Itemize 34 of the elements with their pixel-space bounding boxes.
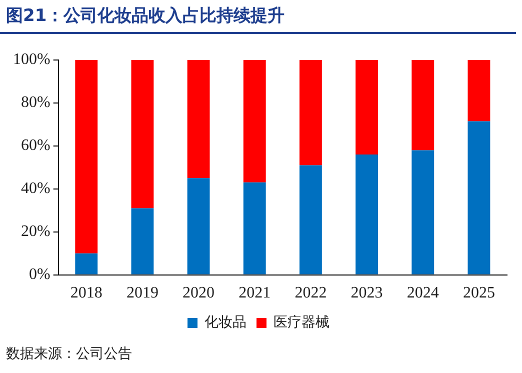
bar: [356, 60, 378, 155]
y-tick-label: 100%: [13, 51, 50, 68]
bar: [243, 182, 266, 274]
bar: [468, 60, 490, 122]
y-tick-label: 80%: [21, 94, 50, 112]
bar: [75, 253, 98, 274]
bar: [412, 150, 434, 274]
x-tick-label: 2023: [350, 284, 383, 302]
bar: [131, 208, 154, 274]
x-tick-label: 2018: [70, 284, 102, 302]
y-tick-label: 60%: [21, 137, 50, 154]
bar: [468, 121, 490, 274]
legend-label: 医疗器械: [274, 314, 330, 331]
bar: [75, 60, 98, 254]
y-tick-label: 20%: [21, 223, 50, 240]
y-tick-label: 0%: [29, 266, 50, 284]
bar: [131, 60, 154, 208]
bar: [299, 165, 322, 274]
x-tick-label: 2025: [462, 284, 495, 302]
bar: [356, 154, 378, 274]
x-tick-label: 2020: [182, 284, 215, 302]
bar: [187, 60, 210, 178]
bar: [299, 60, 322, 166]
x-tick-label: 2021: [238, 284, 271, 302]
chart-title: 图21：公司化妆品收入占比持续提升: [6, 5, 285, 27]
x-tick-label: 2019: [126, 284, 158, 302]
x-tick-label: 2022: [294, 284, 327, 302]
bar: [243, 60, 266, 182]
bar: [412, 60, 434, 150]
legend-label: 化妆品: [204, 314, 246, 331]
source-note: 数据来源：公司公告: [6, 345, 132, 363]
bar: [187, 178, 210, 274]
y-tick-label: 40%: [21, 180, 50, 198]
x-tick-label: 2024: [406, 284, 439, 302]
